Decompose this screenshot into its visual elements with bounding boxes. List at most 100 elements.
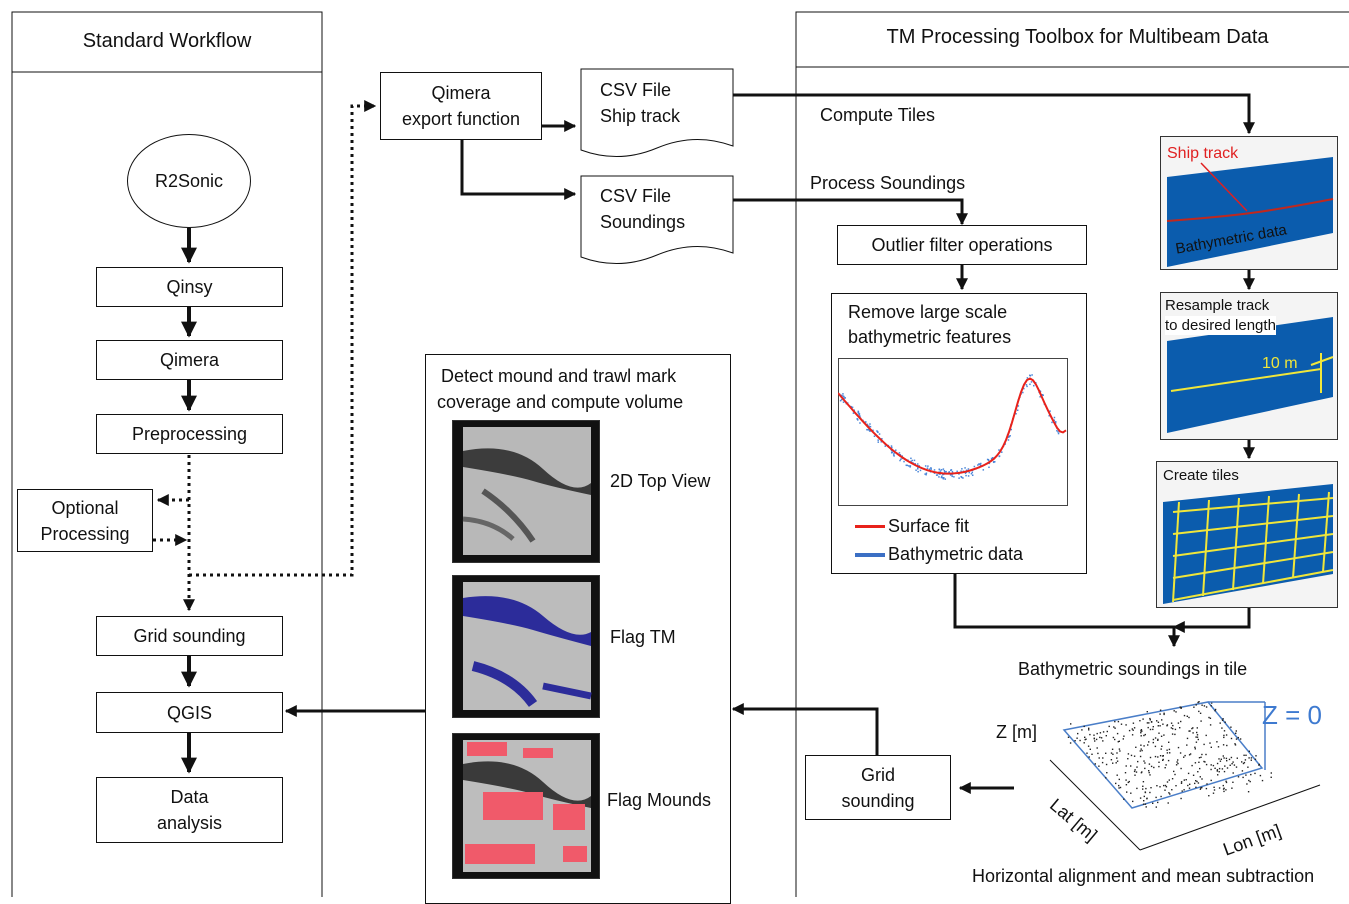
sounding-point: [1231, 763, 1233, 765]
bathy-point: [910, 460, 912, 463]
sounding-point: [1235, 730, 1237, 732]
sounding-point: [1222, 788, 1225, 790]
sounding-point: [1120, 723, 1123, 725]
bathy-point: [998, 455, 1001, 458]
sounding-point: [1127, 758, 1129, 760]
csv-track-line1: CSV File: [600, 80, 672, 100]
sounding-point: [1188, 730, 1190, 732]
export-arrows: [284, 93, 1255, 794]
sounding-point: [1122, 738, 1124, 740]
sounding-point: [1127, 781, 1129, 784]
sounding-point: [1241, 770, 1244, 772]
sounding-point: [1235, 732, 1237, 734]
sounding-point: [1188, 754, 1191, 756]
sounding-point: [1154, 745, 1157, 748]
process-soundings-label: Process Soundings: [810, 173, 966, 193]
sounding-point: [1088, 727, 1090, 729]
bathy-point: [1054, 421, 1057, 423]
bathy-point: [842, 393, 844, 395]
sounding-point: [1259, 774, 1262, 777]
resample-line2: to desired length: [1165, 316, 1276, 335]
sounding-point: [1223, 736, 1225, 739]
sounding-point: [1093, 734, 1095, 736]
bathy-point: [1053, 416, 1056, 419]
sounding-point: [1270, 772, 1272, 774]
bathy-point: [967, 475, 970, 477]
sounding-point: [1189, 783, 1191, 785]
bathy-point: [872, 429, 874, 432]
sounding-point: [1195, 704, 1197, 706]
bathy-point: [843, 397, 845, 399]
sounding-point: [1181, 790, 1183, 792]
sounding-point: [1076, 737, 1078, 739]
sounding-point: [1114, 720, 1116, 723]
data-analysis-line2: analysis: [156, 813, 223, 833]
bathy-point: [852, 412, 855, 414]
bathy-point: [991, 457, 994, 459]
sounding-point: [1156, 720, 1158, 722]
sounding-point: [1143, 745, 1145, 747]
sounding-point: [1225, 757, 1228, 760]
sounding-point: [1125, 779, 1127, 781]
sounding-point: [1248, 757, 1250, 759]
sounding-point: [1115, 782, 1117, 785]
bathy-point: [913, 459, 916, 462]
qinsy-label: Qinsy: [166, 277, 213, 297]
surface-fit-curve: [838, 377, 1067, 475]
sounding-point: [1174, 733, 1176, 736]
sounding-point: [1147, 726, 1149, 729]
bathy-point: [940, 476, 943, 479]
sounding-point: [1210, 779, 1212, 782]
bathy-point: [1023, 387, 1025, 390]
flag-mounds-render: [453, 734, 599, 878]
bathy-point: [1042, 394, 1044, 396]
sounding-point: [1070, 723, 1072, 725]
sounding-point: [1172, 724, 1174, 727]
sounding-point: [1205, 763, 1208, 766]
bathy-point: [988, 462, 991, 465]
sounding-point: [1123, 798, 1125, 800]
sounding-point: [1161, 719, 1163, 721]
sounding-point: [1100, 737, 1103, 739]
sounding-point: [1144, 767, 1146, 770]
bathy-point: [911, 459, 914, 462]
sounding-point: [1110, 752, 1113, 754]
bathy-point: [868, 425, 870, 428]
sounding-point: [1112, 736, 1115, 739]
bathy-point: [961, 476, 963, 479]
bathy-point: [938, 476, 940, 478]
standard-panel-frame: [11, 11, 323, 897]
create-tiles-label: Create tiles: [1163, 467, 1239, 484]
sounding-point: [1176, 761, 1178, 763]
sounding-point: [1157, 801, 1159, 804]
r2sonic-node: R2Sonic: [127, 134, 251, 228]
csv-soundings-line1: CSV File: [600, 186, 672, 206]
sounding-point: [1247, 766, 1249, 768]
qgis-label: QGIS: [166, 702, 212, 723]
sounding-point: [1096, 747, 1098, 749]
sounding-point: [1150, 787, 1152, 789]
bathy-point: [1004, 443, 1007, 445]
sounding-point: [1213, 789, 1216, 791]
sounding-point: [1095, 738, 1098, 741]
bathy-point: [1053, 419, 1056, 421]
sounding-point: [1154, 737, 1157, 739]
sounding-point: [1246, 783, 1248, 785]
bathy-point: [951, 475, 953, 478]
bathy-point: [858, 413, 861, 415]
bathy-point: [851, 406, 854, 409]
sounding-point: [1222, 744, 1225, 746]
sounding-point: [1180, 782, 1183, 784]
sounding-point: [1124, 772, 1127, 774]
sounding-point: [1173, 770, 1175, 773]
sounding-point: [1225, 734, 1228, 736]
bathy-point: [924, 473, 926, 475]
sounding-point: [1136, 787, 1138, 790]
bathy-point: [956, 470, 958, 473]
sounding-point: [1224, 765, 1226, 767]
bathy-point: [971, 471, 974, 474]
bathy-point: [905, 464, 908, 467]
sounding-point: [1105, 752, 1107, 754]
sounding-point: [1118, 787, 1120, 789]
toolbox-grid-line2: sounding: [841, 790, 915, 811]
